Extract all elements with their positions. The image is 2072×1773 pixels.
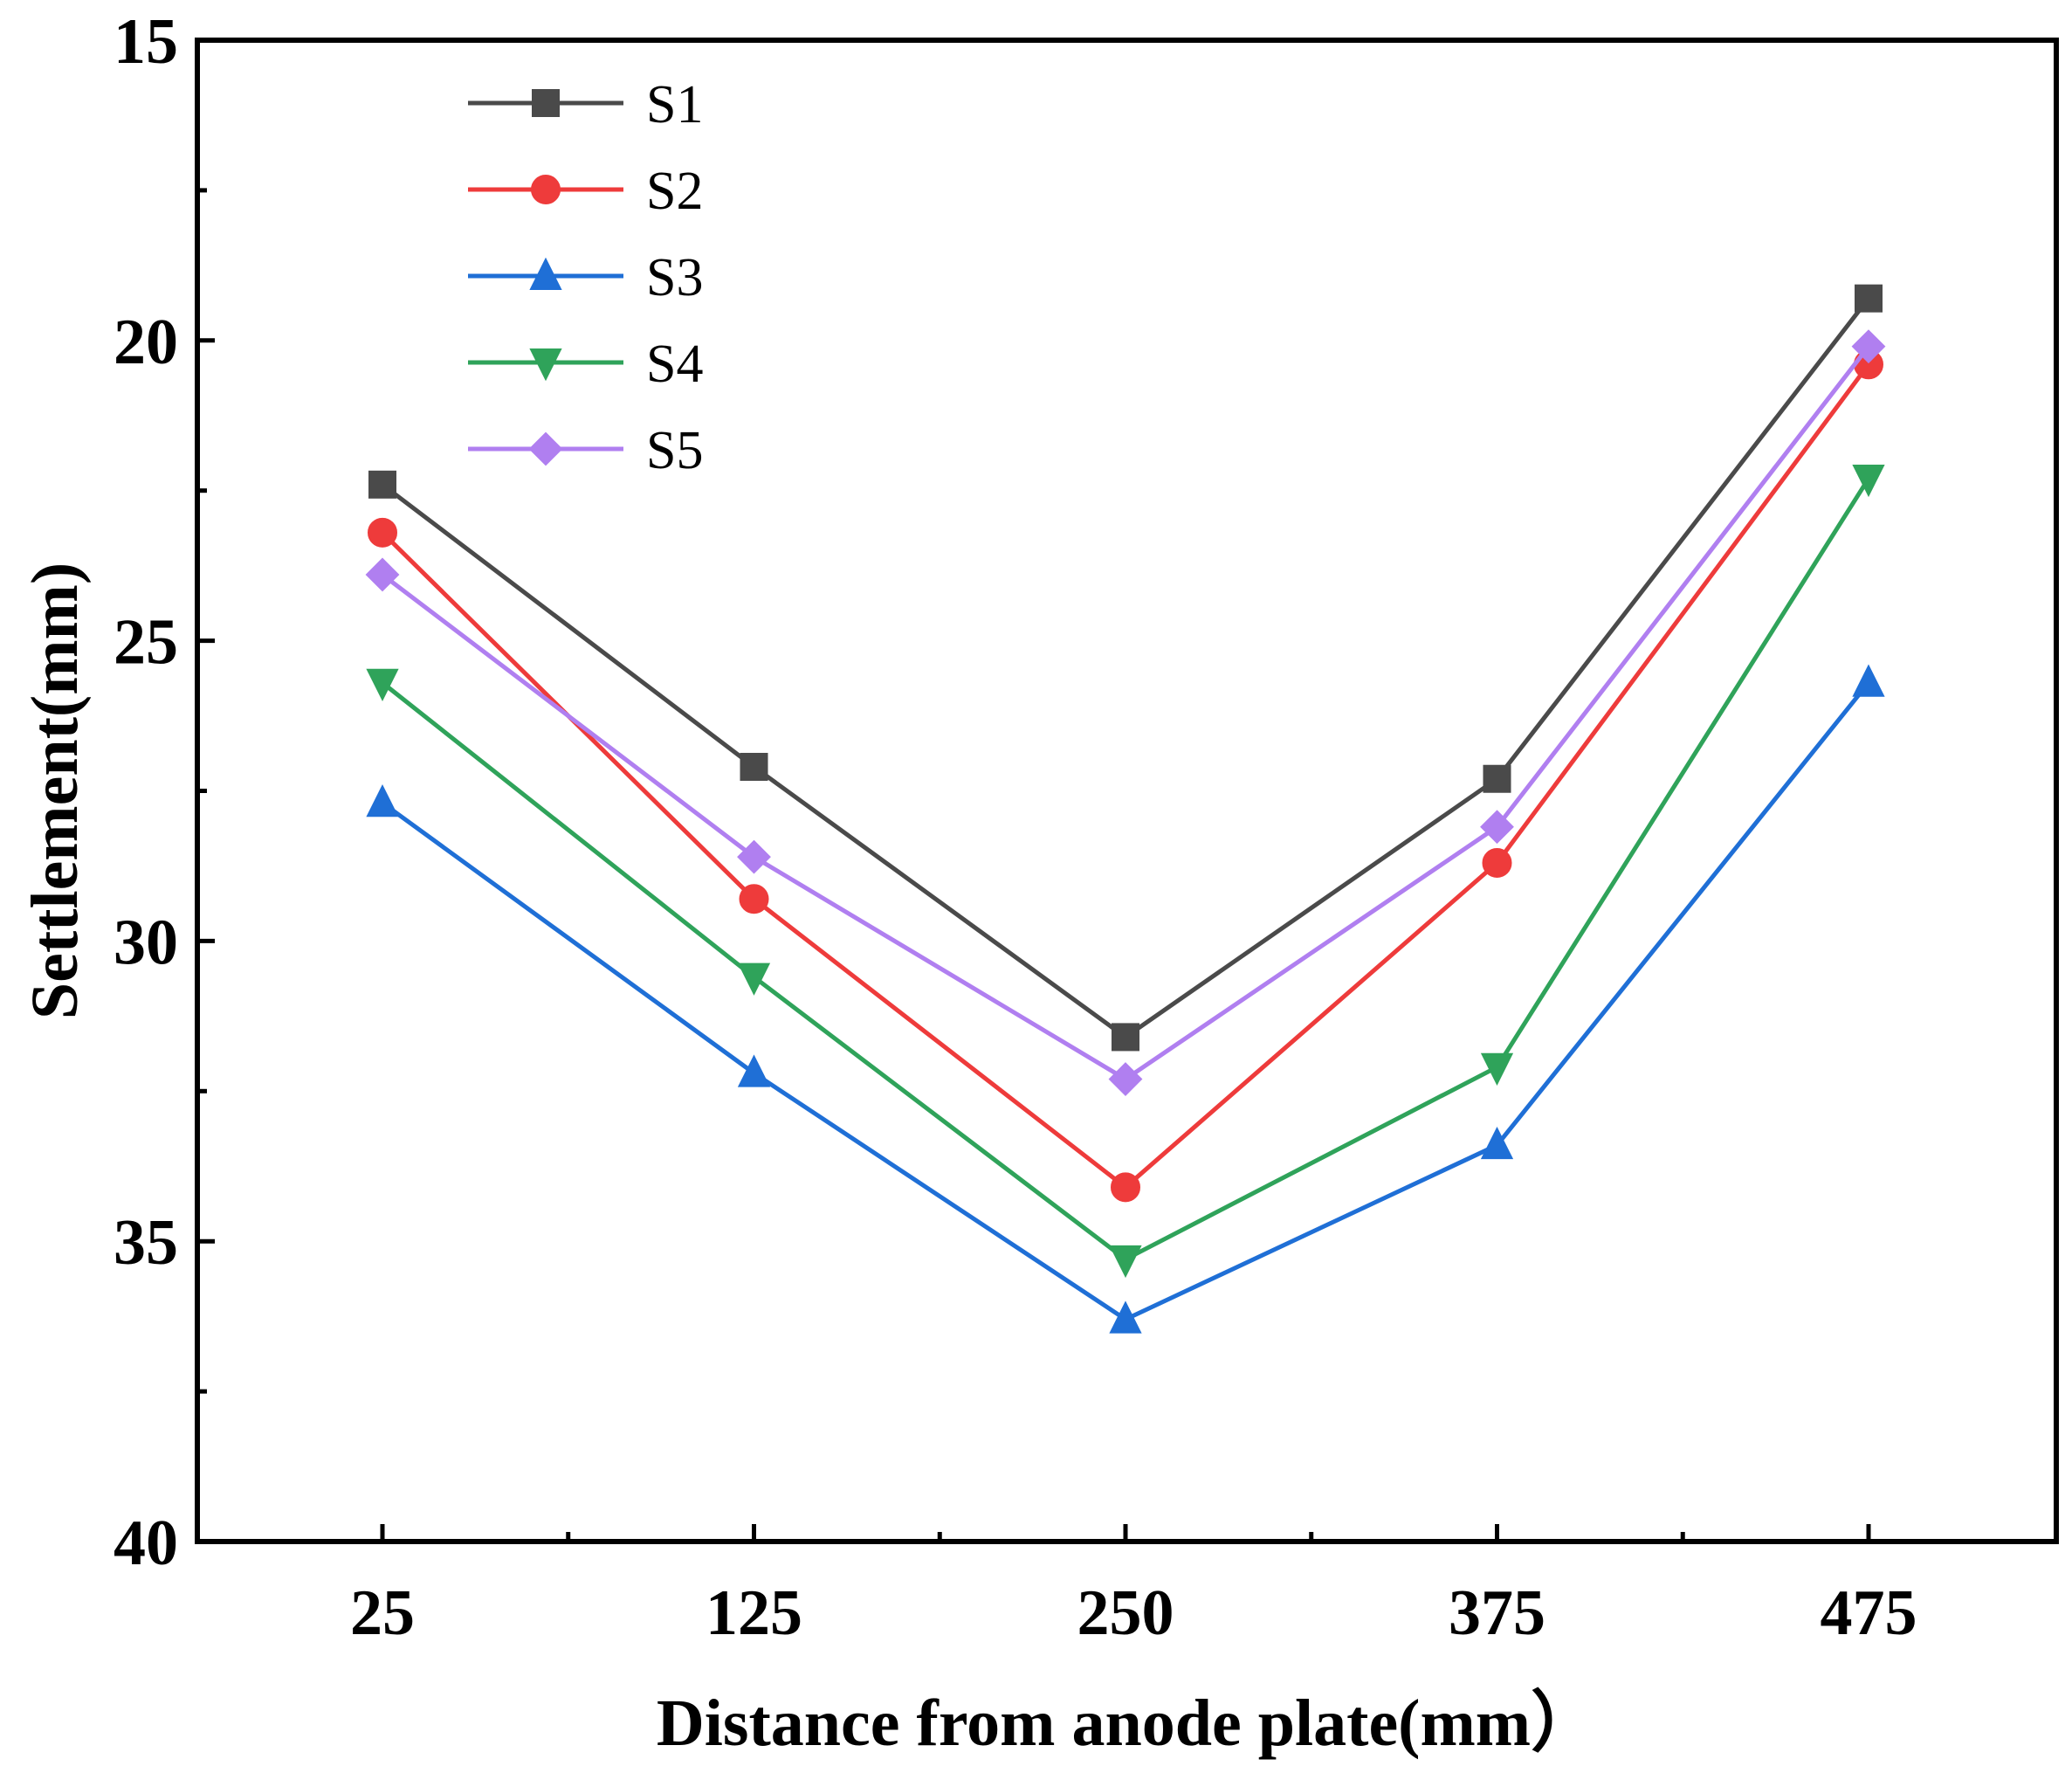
data-point-s1 — [740, 752, 768, 781]
y-tick-label: 40 — [114, 1507, 178, 1579]
data-point-s3 — [366, 784, 399, 818]
series-line-s4 — [381, 477, 1871, 1262]
legend-item-s2: S2 — [468, 162, 703, 221]
series-s2 — [368, 349, 1883, 1203]
data-point-s1 — [368, 470, 396, 499]
data-point-s2 — [1482, 848, 1512, 879]
legend-item-s5: S5 — [468, 421, 703, 480]
data-point-s3 — [1852, 664, 1885, 697]
x-tick-label: 25 — [350, 1577, 415, 1649]
legend-marker-s4 — [529, 348, 562, 382]
data-point-s5 — [1108, 1062, 1143, 1096]
data-point-s4 — [1109, 1245, 1142, 1279]
legend-label-s4: S4 — [646, 335, 703, 394]
y-tick-label: 30 — [114, 907, 178, 978]
data-point-s2 — [368, 517, 397, 548]
data-point-s3 — [737, 1054, 771, 1087]
legend-marker-s2 — [531, 175, 561, 204]
data-point-s4 — [1480, 1052, 1514, 1087]
data-point-s4 — [1852, 464, 1885, 498]
data-point-s5 — [737, 839, 771, 874]
legend: S1 S2 S3 S4 S5 — [468, 75, 703, 480]
series-s5 — [365, 329, 1886, 1096]
y-axis-title: Settlement(mm) — [18, 562, 92, 1019]
series-line-s1 — [381, 297, 1870, 1039]
data-point-s1 — [1112, 1023, 1139, 1052]
series-line-s3 — [381, 681, 1870, 1322]
data-point-s1 — [1855, 284, 1883, 313]
x-tick-label: 125 — [706, 1577, 802, 1649]
x-tick-label: 250 — [1077, 1577, 1174, 1649]
y-tick-label: 35 — [114, 1207, 178, 1279]
data-point-s4 — [366, 668, 399, 701]
legend-item-s4: S4 — [468, 335, 703, 394]
data-point-s5 — [1851, 329, 1886, 364]
series-group — [365, 284, 1886, 1334]
legend-label-s2: S2 — [646, 162, 703, 221]
legend-marker-s5 — [528, 431, 563, 466]
data-point-s4 — [737, 962, 771, 996]
series-s4 — [366, 464, 1885, 1279]
series-line-s5 — [381, 345, 1870, 1082]
series-s1 — [368, 284, 1883, 1052]
y-tick-label: 25 — [114, 607, 178, 679]
data-point-s1 — [1483, 764, 1511, 793]
legend-label-s5: S5 — [646, 421, 703, 480]
legend-marker-s1 — [532, 89, 560, 117]
series-s3 — [366, 664, 1885, 1334]
legend-label-s1: S1 — [646, 75, 703, 135]
data-point-s2 — [1111, 1172, 1140, 1203]
y-tick-label: 20 — [114, 307, 178, 378]
data-point-s5 — [365, 557, 400, 592]
y-tick-label: 15 — [114, 6, 178, 78]
data-point-s5 — [1480, 810, 1514, 845]
x-tick-label: 475 — [1821, 1577, 1917, 1649]
axes: 15 20 25 30 35 40 25 125 250 375 475 — [114, 6, 2059, 1649]
x-axis-title: Distance from anode plate(mm） — [657, 1687, 1597, 1760]
data-point-s2 — [739, 884, 769, 914]
legend-marker-s3 — [529, 257, 562, 290]
legend-item-s3: S3 — [468, 248, 703, 307]
legend-label-s3: S3 — [646, 248, 703, 307]
data-point-s3 — [1109, 1300, 1142, 1334]
data-point-s3 — [1480, 1126, 1514, 1160]
x-tick-label: 375 — [1449, 1577, 1545, 1649]
legend-item-s1: S1 — [468, 75, 703, 135]
